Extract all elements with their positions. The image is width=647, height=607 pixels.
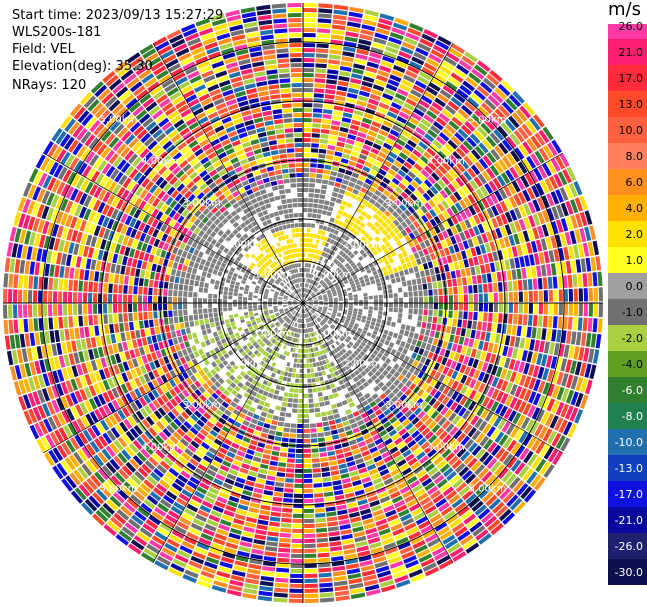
range-label: 5.00km [469,484,507,495]
colorbar-tick-label: 0.0 [626,280,644,293]
colorbar-cell [608,403,647,429]
range-label: 3.00km [385,198,423,209]
colorbar-tick-label: -4.0 [622,358,643,371]
range-label: 3.00km [183,198,221,209]
colorbar-tick-label: -13.0 [615,462,643,475]
colorbar-cell [608,169,647,195]
elevation: Elevation(deg): 35.30 [12,59,153,74]
colorbar-tick-label: 26.0 [619,20,644,33]
range-label: 1.00km [254,329,292,340]
colorbar-cell [608,351,647,377]
colorbar-tick-label: -21.0 [615,514,643,527]
colorbar-tick-label: 2.0 [626,228,644,241]
range-label: 4.00km [427,156,465,167]
colorbar-cell [608,247,647,273]
range-label: 3.00km [183,400,221,411]
colorbar-tick-label: 6.0 [626,176,644,189]
colorbar-tick-label: -6.0 [622,384,643,397]
colorbar-tick-label: 8.0 [626,150,644,163]
instrument-name: WLS200s-181 [12,25,102,40]
range-label: 2.00km [343,240,381,251]
colorbar-tick-label: -17.0 [615,488,643,501]
colorbar-tick-label: 1.0 [626,254,644,267]
range-label: 1.00km [254,269,292,280]
colorbar-tick-label: 10.0 [619,124,644,137]
colorbar-cell [608,377,647,403]
range-label: 5.00km [469,114,507,125]
range-label: 2.00km [225,358,263,369]
colorbar-cell [608,273,647,299]
colorbar-tick-label: 17.0 [619,72,644,85]
colorbar-cell [608,325,647,351]
colorbar-cell [608,221,647,247]
colorbar-cell [608,39,647,65]
colorbar-cell [608,65,647,91]
colorbar-cell [608,481,647,507]
colorbar-cell [608,117,647,143]
range-label: 1.00km [314,269,352,280]
range-rings [3,3,603,603]
start-time: Start time: 2023/09/13 15:27:29 [12,8,224,23]
scan-info: Start time: 2023/09/13 15:27:29 WLS200s-… [12,7,223,94]
colorbar-cell [608,195,647,221]
colorbar-cell [608,91,647,117]
colorbar-tick-label: -1.0 [622,306,643,319]
range-label: 4.00km [141,442,179,453]
colorbar-cell [608,507,647,533]
nrays: NRays: 120 [12,78,87,93]
colorbar-cell [608,299,647,325]
range-label: 5.00km [100,114,138,125]
range-label: 2.00km [343,358,381,369]
colorbar-tick-label: 13.0 [619,98,644,111]
range-label: 3.00km [385,400,423,411]
range-label: 5.00km [100,484,138,495]
colorbar-tick-label: -26.0 [615,540,643,553]
range-label: 1.00km [314,329,352,340]
range-label: 2.00km [225,240,263,251]
colorbar-cell [608,429,647,455]
colorbar-tick-label: -2.0 [622,332,643,345]
colorbar-cell [608,533,647,559]
field-name: Field: VEL [12,42,75,57]
colorbar-tick-label: -8.0 [622,410,643,423]
colorbar-tick-label: -30.0 [615,566,643,579]
colorbar-tick-label: -10.0 [615,436,643,449]
colorbar-tick-label: 21.0 [619,46,644,59]
colorbar-cell [608,455,647,481]
colorbar-cell [608,559,647,585]
range-label: 4.00km [141,156,179,167]
range-labels: 1.00km 1.00km 1.00km 1.00km 2.00km 2.00km 2.00… [100,114,507,494]
colorbar-cell [608,143,647,169]
colorbar-unit: m/s [608,0,641,20]
velocity-field [3,3,603,603]
colorbar-tick-label: 4.0 [626,202,644,215]
range-label: 4.00km [427,442,465,453]
